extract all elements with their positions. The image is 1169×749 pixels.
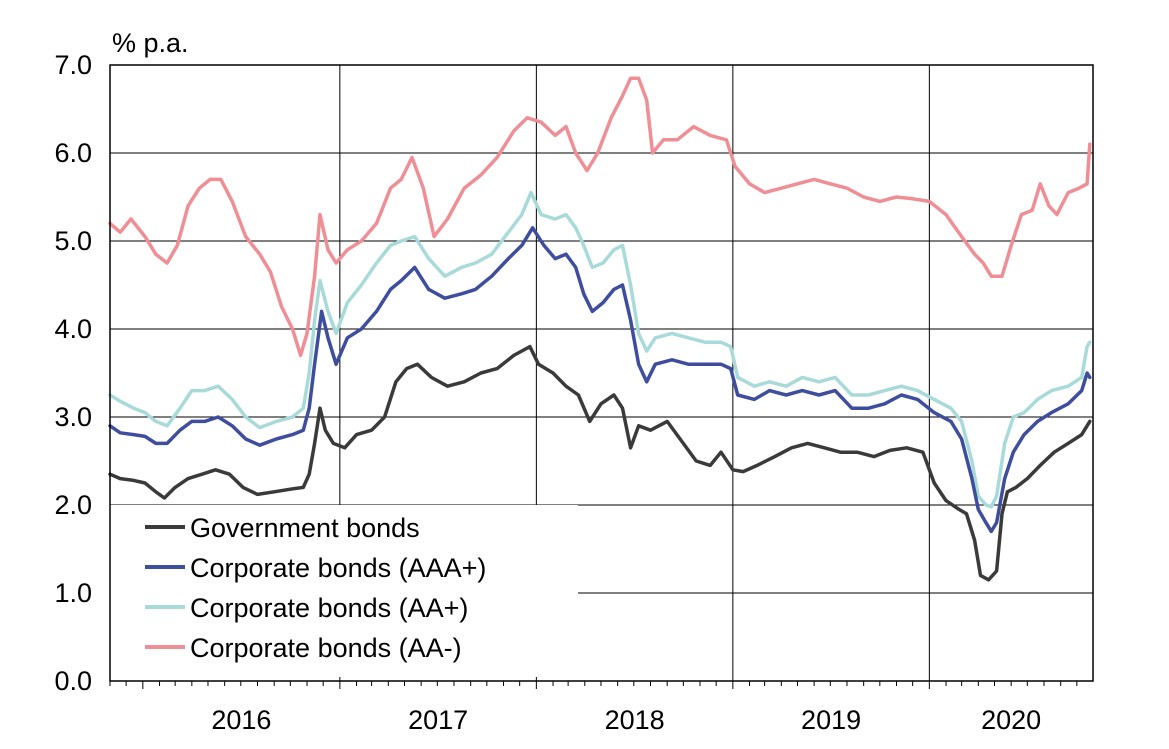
- y-tick-label: 3.0: [54, 402, 92, 432]
- y-tick-label: 2.0: [54, 490, 92, 520]
- x-tick-label: 2019: [801, 705, 861, 735]
- series-lines: [108, 76, 1092, 582]
- x-tick-label: 2017: [408, 705, 468, 735]
- series-line-corporate-bonds-aa: [108, 76, 1092, 358]
- axes: 0.0 1.0 2.0 3.0 4.0 5.0 6.0 7.0 2016 2017 2018 2019…: [54, 50, 1078, 735]
- y-tick-label: 7.0: [54, 50, 92, 80]
- y-tick-label: 4.0: [54, 314, 92, 344]
- y-tick-label: 5.0: [54, 226, 92, 256]
- x-tick-label: 2016: [211, 705, 271, 735]
- x-tick-label: 2020: [981, 705, 1041, 735]
- y-tick-label: 6.0: [54, 138, 92, 168]
- series-line-corporate-bonds-aaa: [108, 226, 1092, 534]
- series-line-government-bonds: [108, 344, 1092, 582]
- series-line-corporate-bonds-aa: [108, 190, 1092, 509]
- legend-label-corporate-bonds-aa: Corporate bonds (AA+): [190, 593, 468, 623]
- legend-label-government-bonds: Government bonds: [190, 513, 420, 543]
- legend: Government bonds Corporate bonds (AAA+) Co…: [145, 513, 486, 663]
- y-axis-unit-label: % p.a.: [112, 28, 189, 58]
- legend-label-corporate-bonds-aa: Corporate bonds (AA-): [190, 633, 462, 663]
- y-tick-label: 1.0: [54, 578, 92, 608]
- y-tick-label: 0.0: [54, 666, 92, 696]
- legend-label-corporate-bonds-aaa: Corporate bonds (AAA+): [190, 553, 486, 583]
- plot-frame: [109, 64, 1094, 682]
- x-tick-label: 2018: [605, 705, 665, 735]
